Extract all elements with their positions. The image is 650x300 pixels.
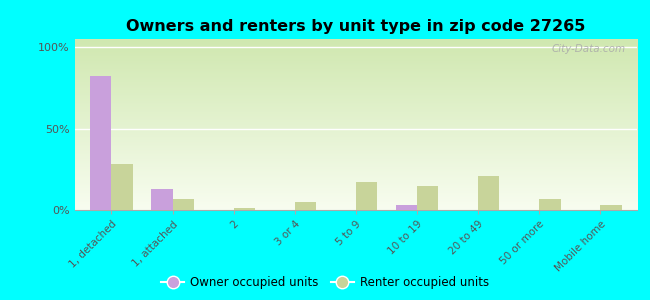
- Bar: [335, 209, 356, 210]
- Legend: Owner occupied units, Renter occupied units: Owner occupied units, Renter occupied un…: [156, 272, 494, 294]
- Bar: [579, 209, 601, 210]
- Bar: [151, 189, 172, 210]
- Bar: [518, 209, 540, 210]
- Bar: [601, 205, 621, 210]
- Bar: [294, 202, 316, 210]
- Bar: [172, 199, 194, 210]
- Bar: [396, 205, 417, 210]
- Bar: [213, 209, 233, 210]
- Bar: [356, 182, 377, 210]
- Title: Owners and renters by unit type in zip code 27265: Owners and renters by unit type in zip c…: [126, 19, 586, 34]
- Bar: [233, 208, 255, 210]
- Bar: [111, 164, 133, 210]
- Bar: [478, 176, 499, 210]
- Bar: [417, 186, 438, 210]
- Bar: [540, 199, 560, 210]
- Bar: [90, 76, 111, 210]
- Bar: [274, 209, 294, 210]
- Text: City-Data.com: City-Data.com: [552, 44, 626, 54]
- Bar: [457, 209, 478, 210]
